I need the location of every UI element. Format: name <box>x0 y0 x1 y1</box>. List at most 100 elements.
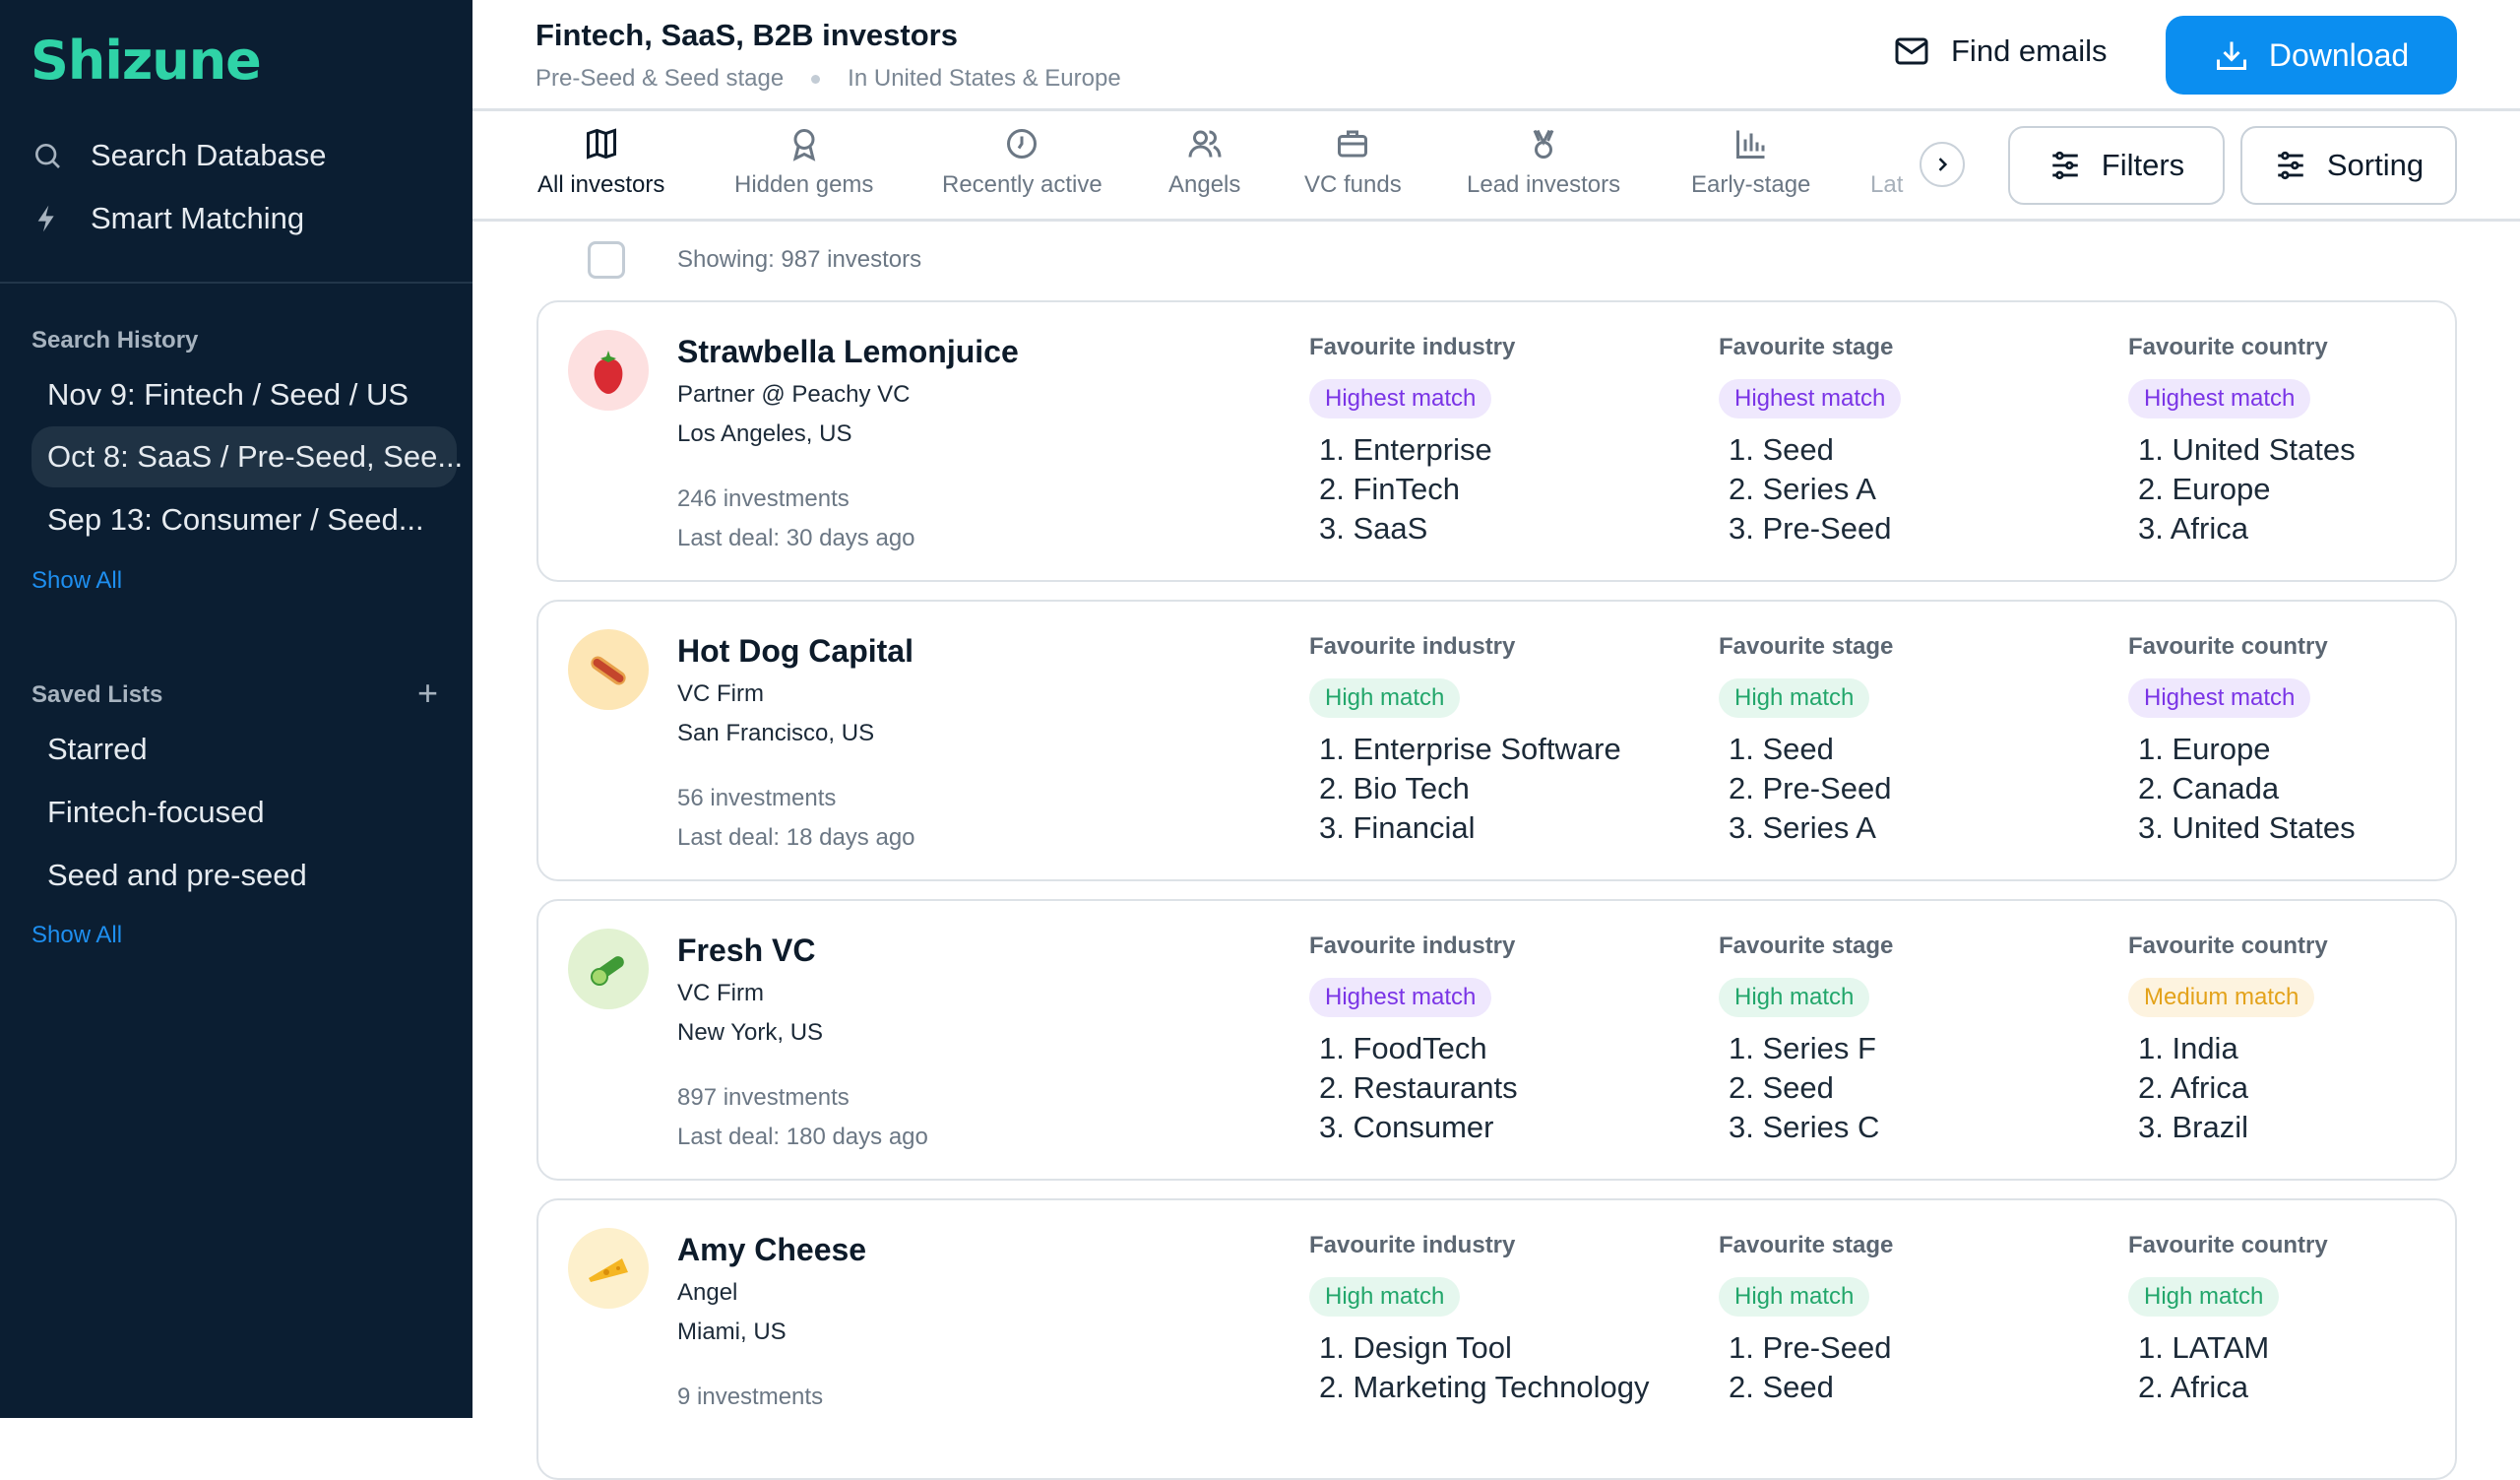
select-all-checkbox[interactable] <box>588 241 625 279</box>
ranked-item: 2. Pre-Seed <box>1729 771 1892 805</box>
ranked-item: 1. Pre-Seed <box>1729 1330 1892 1365</box>
avatar <box>568 629 649 710</box>
tab-recently-active[interactable]: Recently active <box>942 126 1102 199</box>
ranked-list: 1. Enterprise Software 2. Bio Tech 3. Fina… <box>1309 730 1621 848</box>
saved-list-item[interactable]: Seed and pre-seed <box>47 858 307 892</box>
investor-location: Miami, US <box>677 1319 787 1345</box>
match-badge: High match <box>1719 1277 1870 1317</box>
nav-smart-matching[interactable]: Smart Matching <box>32 201 304 236</box>
sorting-button[interactable]: Sorting <box>2240 126 2457 205</box>
favourite-stage: Favourite stage High match 1. Seed 2. Pre-S… <box>1719 633 1893 848</box>
cucumber-icon <box>591 956 624 986</box>
investment-count: 246 investments <box>677 485 850 512</box>
ranked-item: 3. Consumer <box>1319 1110 1494 1144</box>
investor-name[interactable]: Amy Cheese <box>677 1232 867 1267</box>
tab-label: Lead investors <box>1467 171 1621 198</box>
tab-lead-investors[interactable]: Lead investors <box>1467 126 1620 199</box>
add-list-icon[interactable]: + <box>417 673 439 713</box>
investor-card[interactable]: Amy Cheese Angel Miami, US 9 investments… <box>536 1198 2457 1480</box>
tab-angels[interactable]: Angels <box>1168 126 1240 199</box>
tab-vc-funds[interactable]: VC funds <box>1304 126 1402 199</box>
investor-card[interactable]: Fresh VC VC Firm New York, US 897 invest… <box>536 899 2457 1181</box>
ranked-list: 1. Design Tool 2. Marketing Technology <box>1309 1328 1649 1407</box>
column-heading: Favourite country <box>2128 334 2328 360</box>
results-count: Showing: 987 investors <box>677 246 922 273</box>
favourite-stage: Favourite stage Highest match 1. Seed 2. Se… <box>1719 334 1902 548</box>
briefcase-icon <box>1338 130 1368 158</box>
tab-hidden-gems[interactable]: Hidden gems <box>734 126 873 199</box>
history-item-active[interactable]: Oct 8: SaaS / Pre-Seed, See... <box>32 426 463 487</box>
tabs-scroll-right-button[interactable] <box>1920 142 1965 187</box>
search-history-heading: Search History <box>32 327 199 354</box>
match-badge: Medium match <box>2128 978 2315 1017</box>
match-badge: High match <box>1719 678 1870 718</box>
saved-list-item[interactable]: Fintech-focused <box>47 795 265 829</box>
logo[interactable]: Shizune <box>31 30 262 92</box>
medal-icon <box>1533 129 1554 159</box>
nav-search-database[interactable]: Search Database <box>32 138 327 173</box>
mail-icon <box>1895 37 1928 65</box>
search-icon <box>35 144 60 168</box>
ranked-item: 2. Africa <box>2138 1370 2248 1404</box>
investment-count: 56 investments <box>677 785 837 811</box>
column-heading: Favourite country <box>2128 933 2328 959</box>
ranked-item: 1. Series F <box>1729 1031 1876 1065</box>
tab-all-investors[interactable]: All investors <box>537 126 664 199</box>
match-badge: Highest match <box>1309 379 1492 418</box>
page-title: Fintech, SaaS, B2B investors <box>536 18 958 52</box>
tab-latest[interactable]: Lat <box>1870 171 1903 199</box>
investor-card[interactable]: Strawbella Lemonjuice Partner @ Peachy V… <box>536 300 2457 582</box>
ranked-item: 2. Marketing Technology <box>1319 1370 1650 1404</box>
saved-show-all-link[interactable]: Show All <box>32 922 123 948</box>
last-deal: Last deal: 30 days ago <box>677 525 915 551</box>
column-heading: Favourite stage <box>1719 334 1894 360</box>
tab-label: All investors <box>537 171 665 198</box>
tabs-divider <box>472 219 2520 222</box>
saved-list-item[interactable]: Starred <box>47 732 148 766</box>
match-badge: High match <box>1719 978 1870 1017</box>
favourite-stage: Favourite stage High match 1. Series F 2. S… <box>1719 933 1893 1147</box>
tab-early-stage[interactable]: Early-stage <box>1691 126 1810 199</box>
history-item[interactable]: Sep 13: Consumer / Seed... <box>47 502 424 537</box>
bar-chart-icon <box>1735 130 1765 159</box>
investor-name[interactable]: Hot Dog Capital <box>677 633 914 669</box>
ranked-item: 3. Series C <box>1729 1110 1880 1144</box>
stage-summary: Pre-Seed & Seed stage <box>536 65 785 92</box>
history-item[interactable]: Nov 9: Fintech / Seed / US <box>47 377 410 412</box>
ranked-item: 2. Canada <box>2138 771 2280 805</box>
column-heading: Favourite stage <box>1719 1232 1894 1258</box>
match-badge: Highest match <box>1309 978 1492 1017</box>
favourite-country: Favourite country Highest match 1. Europe 2… <box>2128 633 2356 848</box>
investment-count: 897 investments <box>677 1084 850 1111</box>
match-badge: High match <box>1309 678 1461 718</box>
ranked-list: 1. United States 2. Europe 3. Africa <box>2128 430 2356 548</box>
ranked-item: 2. Europe <box>2138 472 2271 506</box>
find-emails-button[interactable]: Find emails <box>1894 33 2108 69</box>
avatar <box>568 1228 649 1309</box>
clock-icon <box>1007 129 1038 159</box>
ranked-item: 2. Restaurants <box>1319 1070 1518 1105</box>
ranked-list: 1. FoodTech 2. Restaurants 3. Consumer <box>1309 1029 1518 1147</box>
ranked-item: 2. Seed <box>1729 1070 1834 1105</box>
investor-name[interactable]: Strawbella Lemonjuice <box>677 334 1019 369</box>
region-summary: In United States & Europe <box>848 65 1121 92</box>
history-show-all-link[interactable]: Show All <box>32 567 123 594</box>
favourite-country: Favourite country Medium match 1. India 2. … <box>2128 933 2328 1147</box>
strawberry-icon <box>594 351 623 394</box>
ranked-item: 3. Series A <box>1729 810 1876 845</box>
investor-name[interactable]: Fresh VC <box>677 933 816 968</box>
investor-card[interactable]: Hot Dog Capital VC Firm San Francisco, U… <box>536 600 2457 881</box>
match-badge: High match <box>2128 1277 2280 1317</box>
download-icon <box>2216 41 2246 70</box>
favourite-industry: Favourite industry High match 1. Design To… <box>1309 1232 1649 1407</box>
ranked-item: 3. Brazil <box>2138 1110 2248 1144</box>
download-button[interactable]: Download <box>2166 16 2457 95</box>
favourite-country: Favourite country High match 1. LATAM 2. Af… <box>2128 1232 2328 1407</box>
ranked-item: 1. Enterprise Software <box>1319 732 1621 766</box>
filters-button[interactable]: Filters <box>2008 126 2225 205</box>
column-heading: Favourite industry <box>1309 633 1516 660</box>
main-content: Fintech, SaaS, B2B investors Pre-Seed & … <box>472 0 2520 1480</box>
ranked-item: 2. FinTech <box>1319 472 1461 506</box>
ranked-item: 1. Enterprise <box>1319 432 1492 467</box>
separator-dot <box>811 74 821 84</box>
